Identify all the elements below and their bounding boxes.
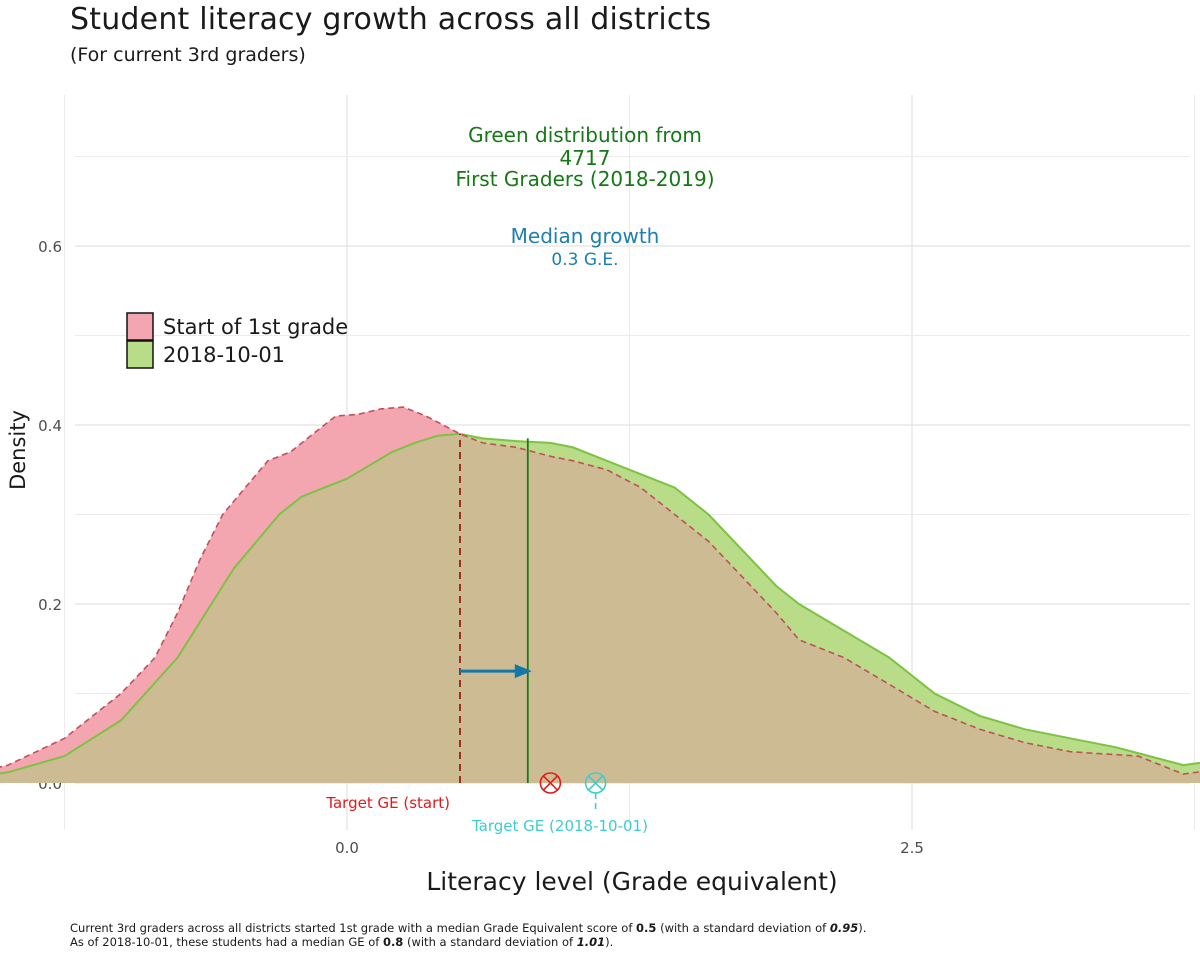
y-tick-label: 0.2 (38, 596, 62, 614)
growth-annotation-line2: 0.3 G.E. (551, 250, 618, 270)
x-axis-ticks: 0.02.55.0 (335, 839, 924, 857)
page-subtitle: (For current 3rd graders) (70, 44, 306, 66)
page-title: Student literacy growth across all distr… (70, 2, 712, 37)
footer-line-1: Current 3rd graders across all districts… (70, 921, 867, 935)
x-tick-label: 2.5 (900, 839, 924, 857)
line-start-of-1st-grade (0, 406, 1200, 775)
footer-note: Current 3rd graders across all districts… (70, 921, 1190, 949)
footer-sd-start: 0.95 (829, 921, 859, 935)
target-start-label: Target GE (start) (325, 794, 450, 812)
footer-sd-end: 1.01 (576, 935, 606, 949)
density-chart: 0.00.20.40.6 0.02.55.0 Green distributio… (0, 95, 1200, 896)
distribution-annotation-line1: Green distribution from (468, 123, 702, 147)
x-axis-title: Literacy level (Grade equivalent) (426, 867, 837, 896)
target-start-marker (539, 772, 562, 794)
footer-median-start: 0.5 (636, 921, 657, 935)
y-tick-label: 0.6 (38, 238, 62, 256)
legend-label-end: 2018-10-01 (163, 343, 285, 367)
y-axis-title: Density (6, 410, 30, 490)
x-tick-label: 0.0 (335, 839, 359, 857)
distribution-annotation-line2: 4717 (560, 146, 611, 170)
target-end-label: Target GE (2018-10-01) (471, 817, 648, 835)
legend: Start of 1st grade 2018-10-01 (126, 312, 348, 369)
y-axis-ticks: 0.00.20.40.6 (38, 238, 62, 793)
legend-label-start: Start of 1st grade (163, 315, 348, 339)
growth-annotation-line1: Median growth (511, 224, 660, 248)
distribution-annotation-line3: First Graders (2018-2019) (455, 167, 714, 191)
legend-swatch-end (126, 340, 154, 369)
footer-line-2: As of 2018-10-01, these students had a m… (70, 935, 614, 949)
footer-median-end: 0.8 (382, 935, 404, 949)
line-2018-10-01 (0, 432, 1200, 775)
density-areas (0, 406, 1200, 783)
legend-swatch-start (126, 312, 154, 341)
growth-arrow (460, 664, 532, 679)
y-tick-label: 0.4 (38, 417, 62, 435)
